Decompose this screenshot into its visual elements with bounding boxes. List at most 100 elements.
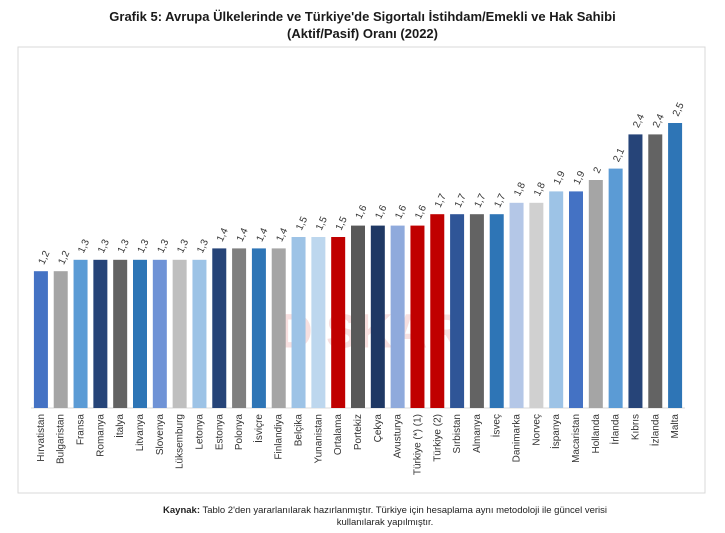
bar [291,237,306,408]
bar [331,237,346,408]
value-label: 1,3 [195,237,211,255]
x-tick-label: Türkiye (2) [432,414,443,462]
value-label: 1,7 [433,192,449,210]
bar [509,202,524,408]
bar [113,259,128,408]
value-label: 1,3 [156,237,172,255]
value-label: 1,4 [255,226,271,244]
bar [172,259,187,408]
bar [390,225,405,408]
x-tick-label: Lüksemburg [175,414,186,469]
x-tick-label: Letonya [194,414,205,450]
bar [628,134,643,408]
bar [529,202,544,408]
title-line: Grafik 5: Avrupa Ülkelerinde ve Türkiye'… [109,9,616,24]
value-label: 1,3 [76,237,92,255]
x-tick-label: Romanya [95,414,106,457]
bar [489,214,504,408]
bar [608,168,623,408]
x-tick-label: İsviçre [252,414,265,443]
value-label: 1,5 [314,215,330,233]
bar [192,259,207,408]
value-label: 1,9 [572,169,588,187]
x-tick-label: Çekya [373,414,384,443]
x-tick-label: Bulgaristan [56,414,67,464]
value-label: 1,4 [274,226,290,244]
value-label: 1,2 [37,249,53,267]
x-tick-label: Fransa [76,414,87,446]
value-label: 1,4 [215,226,231,244]
value-label: 1,7 [453,192,469,210]
chart-border [17,46,706,494]
x-tick-label: Almanya [472,414,483,453]
bar [351,225,365,408]
bar [251,248,266,408]
value-label: 1,6 [393,203,409,221]
x-tick-label: Portekiz [353,414,364,450]
value-label: 1,5 [294,215,310,233]
value-label: 1,7 [492,192,508,210]
bar [450,214,465,408]
value-label: 1,2 [56,249,72,267]
bar [73,259,88,408]
bar [53,271,68,408]
value-label: 1,4 [235,226,251,244]
x-tick-label: Avusturya [393,414,404,459]
value-label: 1,9 [552,169,568,187]
value-label: 2,4 [631,112,647,130]
x-tick-label: Yunanistan [313,414,324,464]
bar [93,259,108,408]
x-tick-label: İsveç [490,414,503,437]
x-tick-label: Norveç [531,414,542,446]
x-tick-label: Hollanda [591,414,602,454]
value-label: 1,3 [116,237,132,255]
x-tick-label: Estonya [214,414,225,451]
x-tick-label: Ortalama [333,414,344,456]
bar [311,237,326,408]
title-line: (Aktif/Pasif) Oranı (2022) [287,26,438,41]
x-tick-label: Belçika [294,414,305,447]
value-label: 1,5 [334,215,350,233]
value-label: 1,3 [136,237,152,255]
x-tick-label: İrlanda [609,414,622,445]
value-label: 2,4 [651,112,667,130]
bar [469,214,484,408]
value-label: 1,3 [175,237,191,255]
x-tick-label: Macaristan [571,414,582,463]
value-label: 1,3 [96,237,112,255]
value-label: 1,6 [374,203,390,221]
value-label: 2,5 [671,101,687,119]
x-tick-label: Litvanya [135,414,146,452]
chart-title: Grafik 5: Avrupa Ülkelerinde ve Türkiye'… [0,8,725,42]
x-tick-label: Finlandiya [274,414,285,460]
value-label: 2 [592,165,605,175]
x-tick-label: İtalya [113,414,126,438]
bar [430,214,445,408]
x-tick-label: Türkiye (*) (1) [412,414,423,475]
value-label: 1,6 [354,203,370,221]
bar [370,225,385,408]
bar [549,191,564,408]
source-note: Kaynak: Tablo 2'den yararlanılarak hazır… [150,505,620,529]
value-label: 1,8 [512,180,528,198]
value-label: 1,6 [413,203,429,221]
bar [569,191,583,408]
chart: DİSKAR 1,2Hırvatistan1,2Bulgaristan1,3Fr… [17,46,706,494]
bar [33,271,48,408]
bar [410,225,425,408]
x-tick-label: Danimarka [512,414,523,463]
value-label: 1,7 [473,192,489,210]
bar [152,259,167,408]
x-tick-label: Slovenya [155,414,166,456]
bar [668,123,683,408]
bar [588,180,603,408]
value-label: 2,1 [611,146,627,164]
x-tick-label: Hırvatistan [36,414,47,462]
x-tick-label: Polonya [234,414,245,451]
x-tick-label: Sırbistan [452,414,463,453]
value-label: 1,8 [532,180,548,198]
source-label: Kaynak: [163,505,200,516]
bar [271,248,286,408]
source-text: Tablo 2'den yararlanılarak hazırlanmıştı… [202,505,607,528]
